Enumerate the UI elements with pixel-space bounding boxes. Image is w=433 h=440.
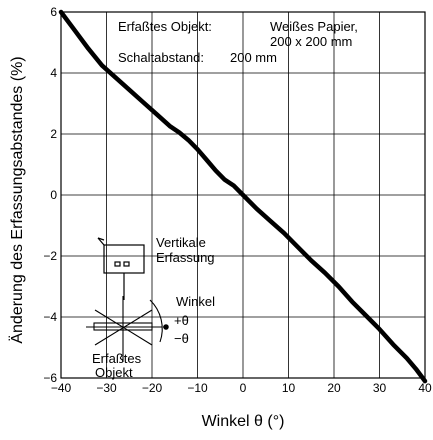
angle-label: Winkel [176,294,215,309]
object-angle-diagram [86,296,169,362]
distance-label: Schaltabstand: [118,50,204,65]
y-axis-title: Änderung des Erfassungsabstandes (%) [8,56,26,343]
x-tick-label: 10 [282,381,296,395]
vertical-detection-line1: Vertikale [156,235,206,250]
x-tick-label: 30 [373,381,387,395]
x-tick-label: 0 [240,381,247,395]
object-value-line1: Weißes Papier, [270,19,358,34]
legend-box: Erfaßtes Objekt: Weißes Papier, 200 x 20… [118,19,358,65]
gridlines [61,12,425,378]
x-tick-label: −20 [142,381,163,395]
y-tick-label: −6 [43,371,57,385]
x-tick-label: −40 [51,381,72,395]
x-tick-label: 40 [418,381,432,395]
x-axis-title: Winkel θ (°) [202,413,285,430]
x-tick-label: 20 [327,381,341,395]
y-tick-label: −4 [43,310,57,324]
object-label: Erfaßtes Objekt: [118,19,212,34]
detected-object-line1: Erfaßtes [92,351,142,366]
y-tick-label: −2 [43,249,57,263]
x-tick-label: −30 [96,381,117,395]
object-value-line2: 200 x 200 mm [270,34,352,49]
series-layer [58,9,428,384]
y-tick-label: 0 [50,188,57,202]
sensor-icon [97,237,145,300]
distance-value: 200 mm [230,50,277,65]
plot-frame [60,11,426,379]
vertical-detection-line2: Erfassung [156,250,215,265]
series-line [58,9,428,384]
y-tick-label: 4 [50,66,57,80]
y-tick-label: 6 [50,5,57,19]
x-tick-labels: −40 −30 −20 −10 0 10 20 30 40 [51,381,432,395]
y-tick-label: 2 [50,127,57,141]
plus-theta-label: +θ [174,313,189,328]
y-tick-labels: 6 4 2 0 −2 −4 −6 [43,5,57,385]
minus-theta-label: −θ [174,331,189,346]
detected-object-line2: Objekt [95,365,133,380]
x-tick-label: −10 [187,381,208,395]
